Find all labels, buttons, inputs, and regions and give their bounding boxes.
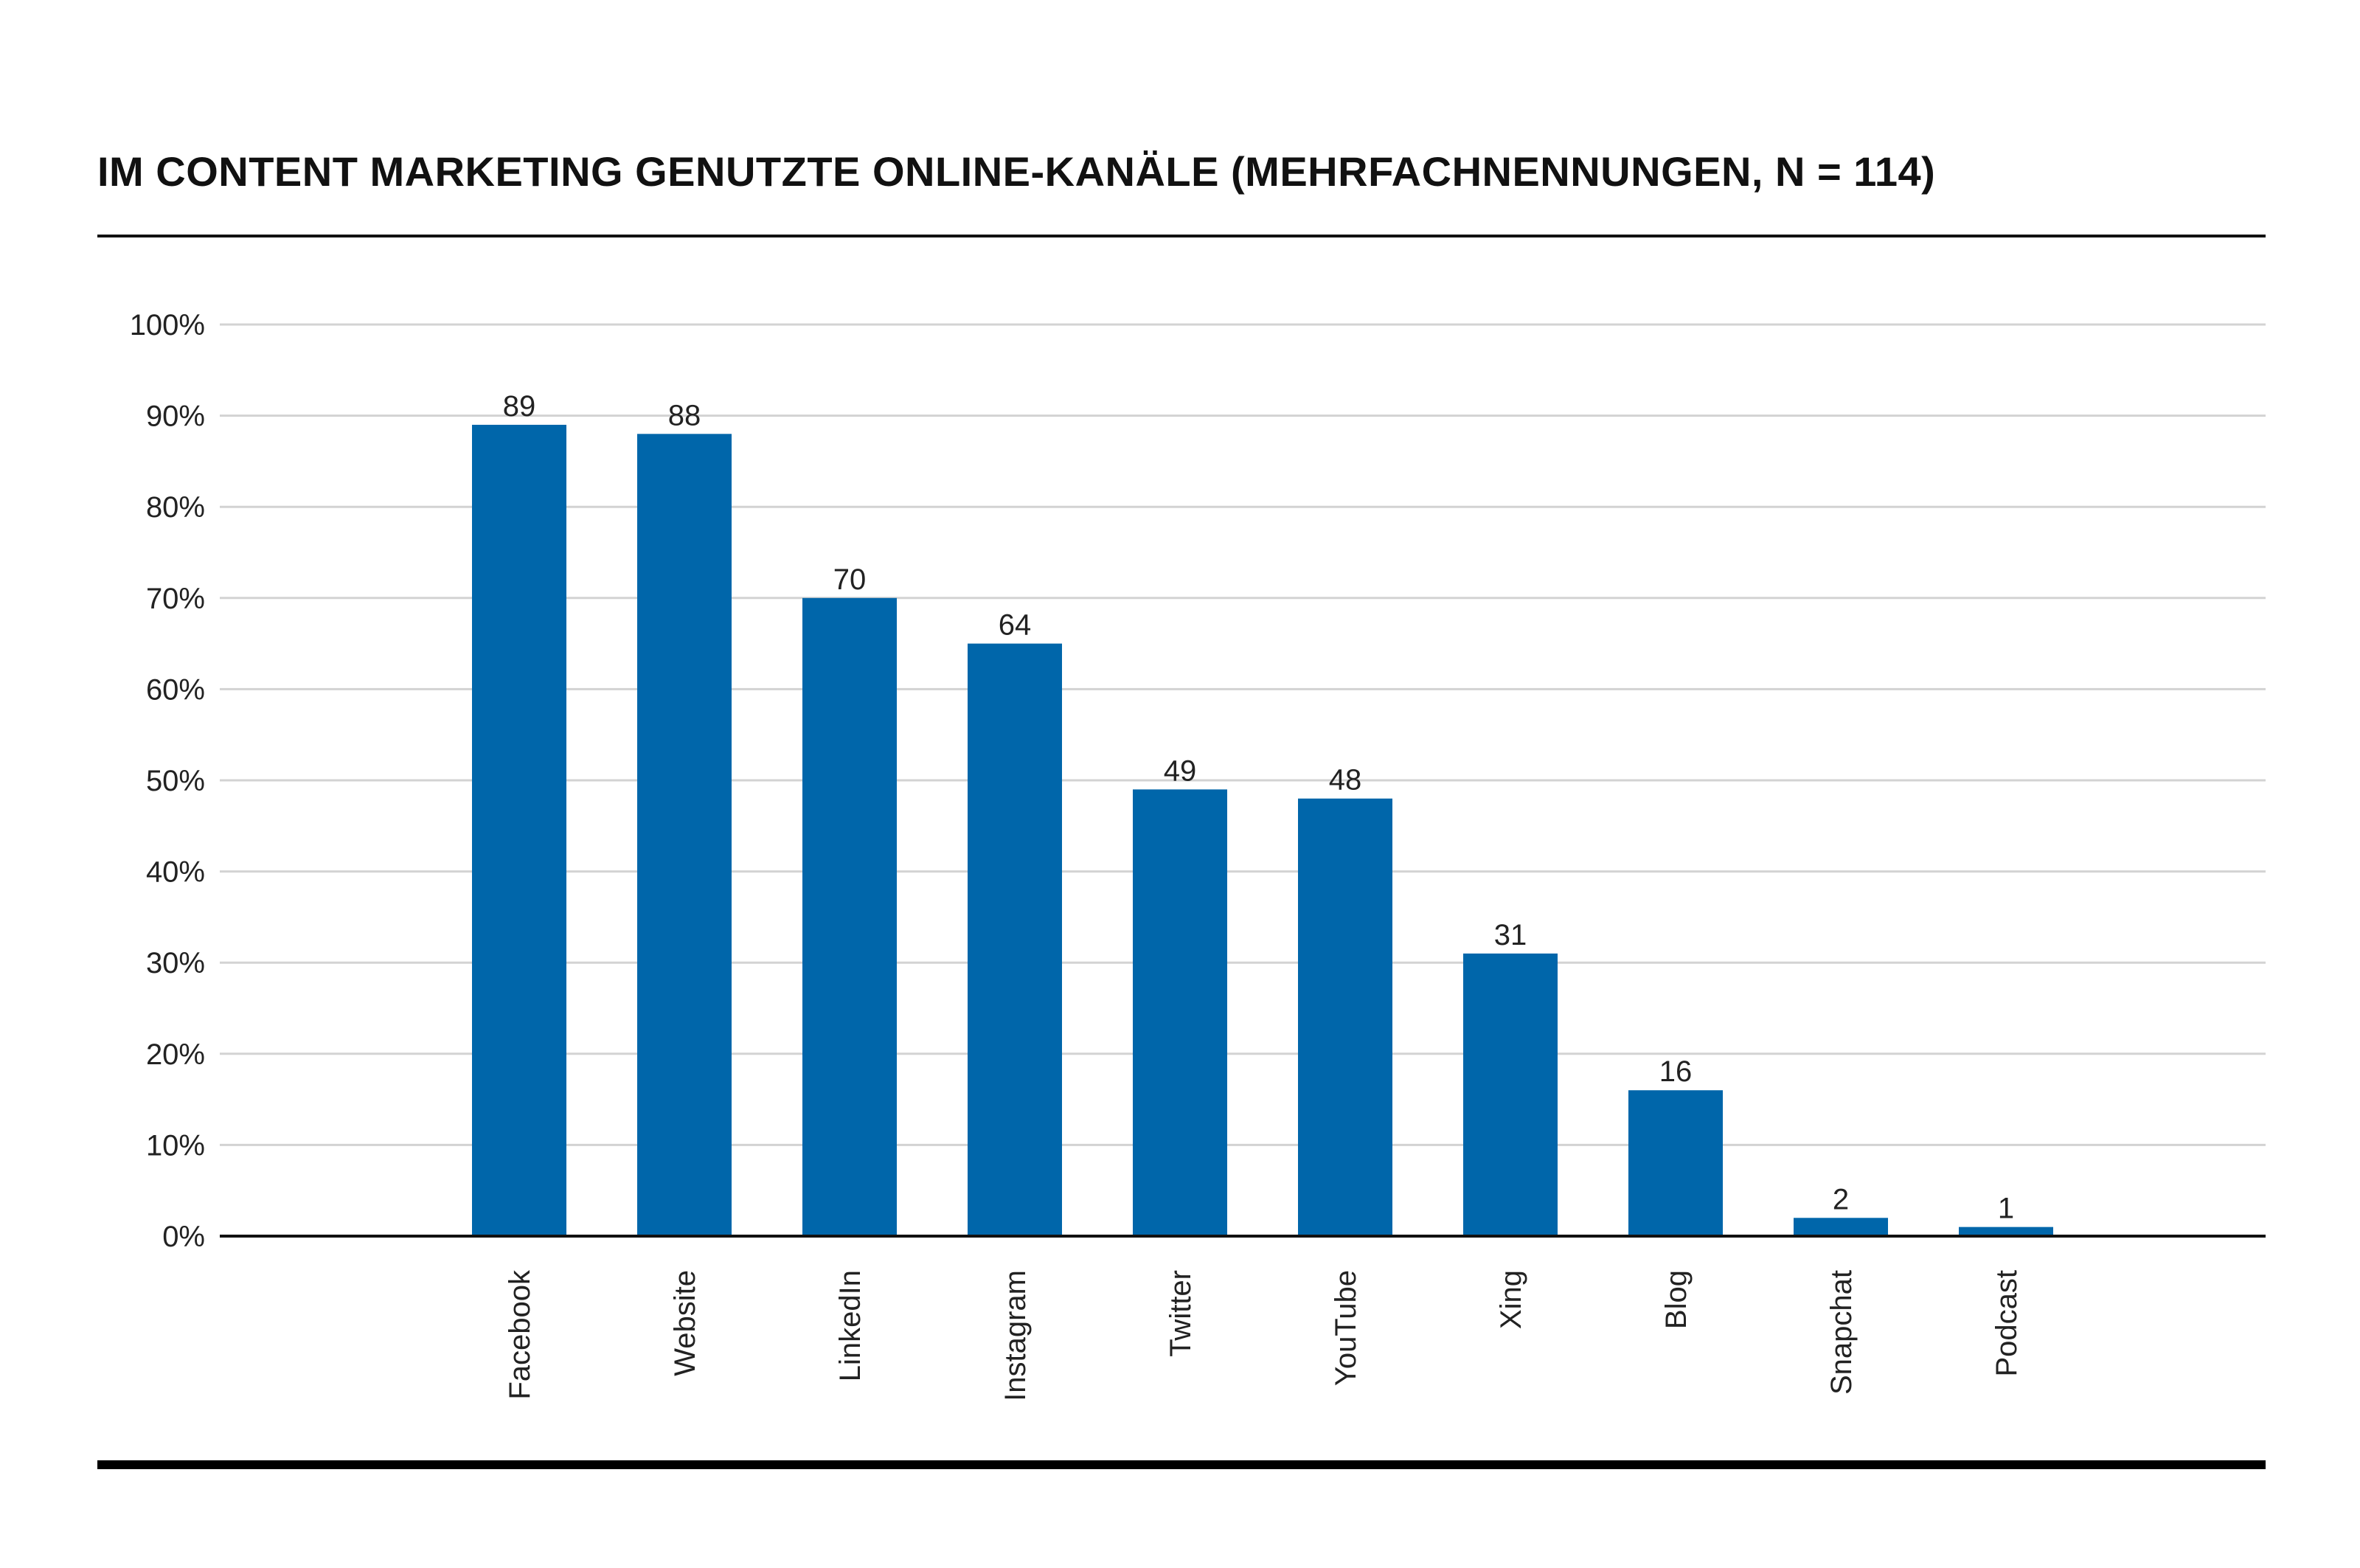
chart-title: IM CONTENT MARKETING GENUTZTE ONLINE-KAN…	[97, 148, 1936, 195]
data-label-instagram: 64	[999, 609, 1032, 642]
y-tick-label: 60%	[146, 673, 205, 706]
y-tick-label: 40%	[146, 856, 205, 889]
y-tick-labels: 0% 10% 20% 30% 40% 50% 60% 70% 80% 90% 100%	[130, 309, 205, 1253]
data-label-blog: 16	[1659, 1055, 1693, 1088]
bar-twitter	[1133, 789, 1227, 1236]
bar-xing	[1463, 953, 1558, 1236]
data-label-facebook: 89	[503, 390, 536, 423]
data-label-xing: 31	[1494, 919, 1527, 951]
data-label-youtube: 48	[1329, 764, 1362, 797]
data-labels: 89 88 70 64 49 48 31 16 2 1	[503, 390, 2014, 1225]
category-label-xing: Xing	[1495, 1270, 1527, 1329]
bar-linkedin	[802, 597, 897, 1236]
y-tick-label: 10%	[146, 1129, 205, 1162]
footer-divider	[97, 1460, 2266, 1469]
data-label-podcast: 1	[1998, 1193, 2014, 1225]
category-label-blog: Blog	[1660, 1270, 1693, 1329]
data-label-website: 88	[668, 399, 701, 431]
y-tick-label: 20%	[146, 1038, 205, 1071]
bar-website	[637, 434, 732, 1236]
y-tick-label: 80%	[146, 491, 205, 524]
y-tick-label: 90%	[146, 400, 205, 433]
y-tick-label: 0%	[162, 1221, 205, 1253]
y-tick-label: 30%	[146, 947, 205, 979]
category-label-podcast: Podcast	[1991, 1270, 2023, 1377]
bar-facebook	[472, 424, 566, 1237]
title-divider	[97, 235, 2266, 237]
bar-instagram	[968, 643, 1062, 1236]
y-tick-label: 50%	[146, 765, 205, 797]
category-label-instagram: Instagram	[999, 1270, 1032, 1401]
y-tick-label: 70%	[146, 583, 205, 615]
y-tick-label: 100%	[130, 309, 205, 341]
bar-podcast	[1959, 1227, 2053, 1236]
data-label-twitter: 49	[1164, 754, 1197, 787]
category-label-linkedin: LinkedIn	[834, 1270, 867, 1381]
data-label-linkedin: 70	[833, 563, 867, 596]
category-label-youtube: YouTube	[1330, 1270, 1362, 1386]
category-label-website: Website	[669, 1270, 701, 1376]
bar-snapchat	[1794, 1218, 1888, 1236]
category-label-snapchat: Snapchat	[1825, 1270, 1858, 1395]
data-label-snapchat: 2	[1833, 1183, 1849, 1215]
category-labels: Facebook Website LinkedIn Instagram Twitter Y…	[504, 1269, 2023, 1401]
category-label-facebook: Facebook	[504, 1269, 536, 1400]
bar-blog	[1628, 1090, 1723, 1236]
category-label-twitter: Twitter	[1165, 1270, 1197, 1357]
bars	[472, 424, 2053, 1237]
bar-youtube	[1298, 798, 1392, 1236]
